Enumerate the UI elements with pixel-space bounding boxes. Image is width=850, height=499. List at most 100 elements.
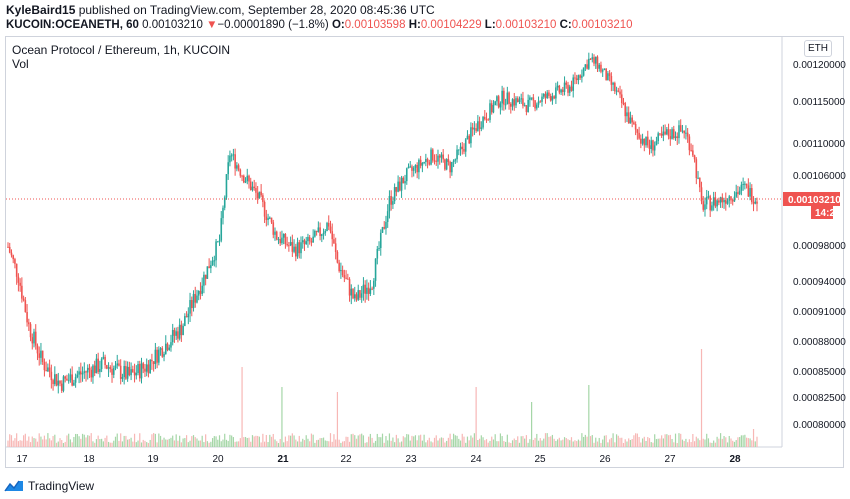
volume-bar — [137, 440, 139, 447]
volume-bar — [90, 433, 92, 447]
volume-bar — [286, 441, 288, 447]
candle-body — [565, 82, 568, 85]
volume-bar — [376, 433, 378, 447]
candle-body — [416, 165, 418, 173]
candle-body — [367, 287, 370, 294]
volume-bar — [310, 433, 313, 447]
volume-bar — [433, 437, 436, 447]
close-value: 0.00103210 — [571, 19, 633, 31]
volume-bar — [553, 438, 555, 447]
candle-body — [723, 200, 725, 203]
candle-body — [660, 133, 663, 136]
candle-body — [437, 155, 439, 162]
volume-bar — [31, 436, 33, 447]
volume-bar — [68, 433, 70, 447]
volume-bar — [227, 440, 229, 447]
volume-bar — [713, 440, 715, 447]
candle-body — [326, 222, 328, 232]
candle-body — [173, 329, 176, 336]
candle-body — [640, 138, 642, 144]
volume-bar — [239, 438, 241, 447]
candle-body — [534, 100, 536, 109]
candle-body — [36, 345, 39, 354]
volume-bar — [354, 435, 356, 447]
volume-bar — [667, 435, 670, 447]
volume-bar — [7, 440, 9, 447]
volume-bar — [205, 434, 207, 447]
volume-bar — [17, 441, 20, 447]
candle-body — [601, 70, 604, 72]
candle-body — [67, 380, 70, 382]
candle-body — [541, 96, 543, 102]
volume-bar — [633, 435, 635, 447]
publish-date: published on TradingView.com, September … — [75, 3, 435, 17]
volume-bar — [151, 434, 153, 447]
candle-body — [705, 196, 708, 205]
volume-bar — [577, 439, 580, 447]
candle-body — [145, 364, 148, 372]
volume-bar — [674, 433, 677, 447]
candle-body — [456, 149, 458, 160]
x-tick-label: 24 — [470, 454, 482, 465]
candle-body — [90, 369, 93, 378]
candle-body — [123, 366, 125, 378]
candle-body — [381, 227, 384, 233]
volume-bar — [177, 440, 179, 447]
volume-bar — [446, 440, 448, 447]
candle-body — [310, 241, 313, 243]
candle-body — [288, 245, 290, 247]
volume-bar — [399, 442, 401, 447]
candle-body — [386, 211, 389, 222]
candle-body — [184, 316, 186, 326]
volume-bar — [641, 438, 644, 447]
candle-body — [26, 312, 28, 323]
candle-body — [374, 258, 377, 281]
candle-body — [518, 99, 521, 103]
candle-body — [679, 125, 682, 132]
volume-bar — [165, 439, 167, 447]
candle-body — [457, 149, 460, 151]
volume-bar — [695, 436, 697, 447]
candle-body — [440, 154, 443, 158]
volume-bar — [506, 434, 508, 447]
candle-body — [359, 290, 361, 298]
candle-body — [685, 132, 687, 134]
volume-bar — [600, 442, 602, 447]
candle-body — [393, 187, 396, 202]
candle-body — [364, 284, 366, 294]
volume-bar — [369, 433, 371, 447]
volume-bar — [33, 438, 35, 447]
candle-body — [29, 324, 32, 338]
candle-body — [433, 160, 436, 162]
volume-bar — [700, 349, 703, 447]
volume-bar — [596, 441, 599, 447]
volume-bar — [754, 441, 756, 447]
candle-body — [118, 363, 120, 366]
volume-bar — [607, 442, 609, 447]
volume-bar — [652, 442, 654, 447]
volume-bar — [583, 436, 585, 447]
volume-bar — [317, 439, 319, 447]
candle-body — [574, 77, 576, 79]
volume-bar — [312, 434, 314, 447]
volume-bar — [473, 433, 475, 447]
candle-body — [112, 368, 115, 375]
candle-body — [636, 129, 639, 133]
volume-bar — [563, 437, 566, 447]
candle-body — [71, 374, 73, 386]
volume-bar — [584, 434, 586, 447]
candle-body — [645, 136, 647, 146]
candle-body — [499, 103, 502, 108]
x-tick-label: 23 — [405, 454, 417, 465]
volume-bar — [572, 441, 574, 447]
candle-body — [707, 196, 710, 198]
candle-body — [442, 154, 444, 160]
candle-body — [14, 259, 16, 264]
candle-body — [496, 96, 498, 102]
volume-bar — [610, 437, 612, 447]
candle-body — [482, 116, 484, 128]
volume-bar — [206, 441, 208, 447]
volume-bar — [747, 438, 749, 447]
currency-button[interactable]: ETH — [804, 40, 832, 57]
